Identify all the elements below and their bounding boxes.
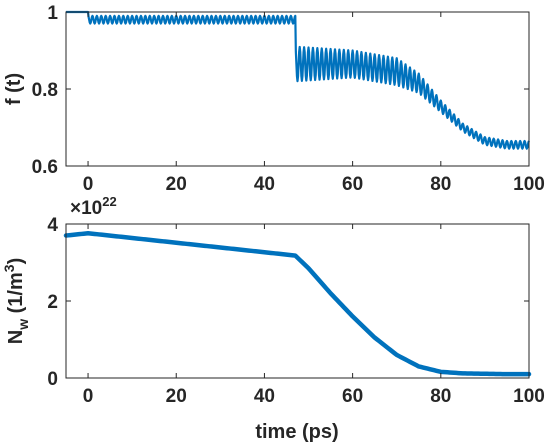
f-of-t-x-tick-label: 0 bbox=[83, 174, 94, 195]
f-of-t-y-tick-label: 1 bbox=[47, 3, 58, 24]
nw-x-tick-label: 80 bbox=[430, 386, 451, 407]
nw-ylabel-unit-open: (1/m bbox=[5, 272, 27, 319]
x-axis-label: time (ps) bbox=[255, 421, 338, 443]
nw-x-tick-label: 0 bbox=[83, 386, 94, 407]
f-of-t-ticks: 0 20 40 60 80 100 0.6 0.8 1 bbox=[32, 3, 545, 195]
f-of-t-line bbox=[65, 10, 530, 150]
nw-exponent-label: ×1022 bbox=[70, 194, 117, 219]
f-of-t-y-tick-label: 0.8 bbox=[32, 80, 58, 101]
subplot-f-of-t-frame bbox=[65, 11, 530, 167]
f-of-t-y-tick-label: 0.6 bbox=[32, 157, 58, 178]
f-of-t-x-tick-label: 80 bbox=[430, 174, 451, 195]
f-of-t-x-tick-label: 40 bbox=[254, 174, 275, 195]
subplot-f-of-t: 0 20 40 60 80 100 0.6 0.8 1 f (t) bbox=[3, 3, 545, 195]
nw-y-tick-label: 4 bbox=[47, 215, 58, 236]
f-of-t-x-tick-label: 20 bbox=[166, 174, 187, 195]
f-of-t-y-axis-label: f (t) bbox=[3, 73, 25, 105]
nw-y-tick-label: 0 bbox=[47, 369, 58, 390]
nw-x-tick-label: 60 bbox=[342, 386, 363, 407]
nw-x-tick-label: 100 bbox=[513, 386, 545, 407]
nw-exponent-prefix: ×10 bbox=[70, 198, 102, 219]
f-of-t-x-tick-label: 100 bbox=[513, 174, 545, 195]
subplot-nw: 0 20 40 60 80 100 0 2 4 ×1022 Nw (1/m3) time (ps… bbox=[1, 194, 545, 443]
nw-ylabel-main: N bbox=[5, 330, 27, 344]
nw-exponent-power: 22 bbox=[102, 194, 116, 209]
nw-y-tick-label: 2 bbox=[47, 292, 58, 313]
nw-ticks: 0 20 40 60 80 100 0 2 4 bbox=[47, 215, 544, 407]
nw-y-axis-label: Nw (1/m3) bbox=[1, 258, 31, 345]
f-of-t-x-tick-label: 60 bbox=[342, 174, 363, 195]
nw-ylabel-unit-sup: 3 bbox=[1, 264, 17, 272]
nw-ylabel-sub: w bbox=[15, 319, 31, 331]
f-of-t-series-line bbox=[65, 10, 530, 150]
subplot-nw-frame bbox=[65, 223, 530, 379]
nw-x-tick-label: 20 bbox=[166, 386, 187, 407]
nw-series-line bbox=[63, 230, 532, 377]
nw-ylabel-unit-close: ) bbox=[5, 258, 27, 265]
nw-x-tick-label: 40 bbox=[254, 386, 275, 407]
nw-line bbox=[63, 230, 532, 377]
